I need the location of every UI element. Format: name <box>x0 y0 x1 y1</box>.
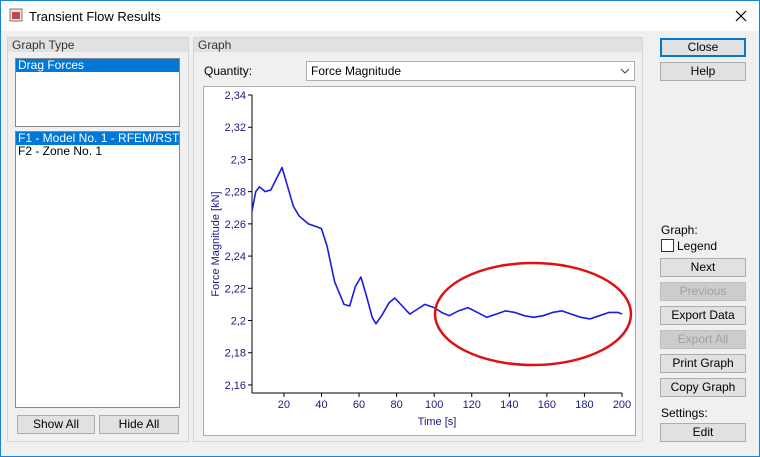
x-tick-label: 200 <box>613 399 631 411</box>
y-tick-label: 2,26 <box>225 219 246 231</box>
y-tick-label: 2,24 <box>225 251 246 263</box>
x-tick-label: 100 <box>425 399 443 411</box>
y-tick-label: 2,18 <box>225 348 246 360</box>
y-tick-label: 2,32 <box>225 122 246 134</box>
side-button: Previous <box>660 282 746 301</box>
x-tick-label: 120 <box>463 399 481 411</box>
panel-title: Graph <box>194 38 642 52</box>
side-button[interactable]: Next <box>660 258 746 277</box>
edit-button[interactable]: Edit <box>660 423 746 442</box>
list-item[interactable]: F2 - Zone No. 1 <box>18 144 103 158</box>
graph-label: Graph: <box>661 223 698 237</box>
y-tick-label: 2,34 <box>225 90 246 102</box>
y-tick-label: 2,2 <box>231 316 246 328</box>
x-axis-label: Time [s] <box>418 416 457 428</box>
y-tick-label: 2,28 <box>225 187 246 199</box>
data-line <box>251 166 623 325</box>
x-tick-label: 80 <box>390 399 402 411</box>
y-tick-label: 2,16 <box>225 380 246 392</box>
app-icon <box>9 8 23 22</box>
panel-title: Graph Type <box>8 38 188 52</box>
close-icon[interactable] <box>735 10 747 22</box>
x-tick-label: 40 <box>315 399 327 411</box>
list-item[interactable]: Drag Forces <box>16 59 179 72</box>
side-button[interactable]: Print Graph <box>660 354 746 373</box>
x-tick-label: 160 <box>538 399 556 411</box>
side-button[interactable]: Export Data <box>660 306 746 325</box>
highlight-ellipse <box>433 261 633 367</box>
side-button: Export All <box>660 330 746 349</box>
settings-label: Settings: <box>661 406 708 420</box>
window-title: Transient Flow Results <box>29 9 161 24</box>
quantity-label: Quantity: <box>204 64 253 78</box>
x-tick-label: 60 <box>353 399 365 411</box>
legend-label[interactable]: Legend <box>677 239 718 253</box>
side-button[interactable]: Copy Graph <box>660 378 746 397</box>
type-list[interactable]: Drag Forces <box>15 58 180 127</box>
graph-type-panel: Graph Type Drag Forces F1 - Model No. 1 … <box>7 37 189 442</box>
quantity-dropdown[interactable]: Force Magnitude <box>306 61 635 81</box>
dropdown-arrow <box>620 68 630 74</box>
chart: 2,16 2,18 2,2 2,22 2,24 2,26 2,28 2,3 2,32 2,34 20… <box>203 86 636 436</box>
dropdown-value: Force Magnitude <box>311 64 402 78</box>
item-list[interactable]: F1 - Model No. 1 - RFEM/RSTAB Mo F2 - Zo… <box>15 131 180 408</box>
x-tick-label: 140 <box>500 399 518 411</box>
show-all-button[interactable]: Show All <box>17 415 95 434</box>
list-item[interactable]: F1 - Model No. 1 - RFEM/RSTAB Mo <box>16 131 179 145</box>
close-button[interactable]: Close <box>660 38 746 57</box>
x-tick-label: 180 <box>575 399 593 411</box>
y-tick-label: 2,22 <box>225 283 246 295</box>
x-tick-label: 20 <box>278 399 290 411</box>
hide-all-button[interactable]: Hide All <box>99 415 179 434</box>
help-button[interactable]: Help <box>660 62 746 81</box>
y-axis-label: Force Magnitude [kN] <box>210 191 222 296</box>
y-tick-label: 2,3 <box>231 154 246 166</box>
title-bar: Transient Flow Results <box>1 1 759 31</box>
legend-checkbox[interactable] <box>661 239 674 252</box>
